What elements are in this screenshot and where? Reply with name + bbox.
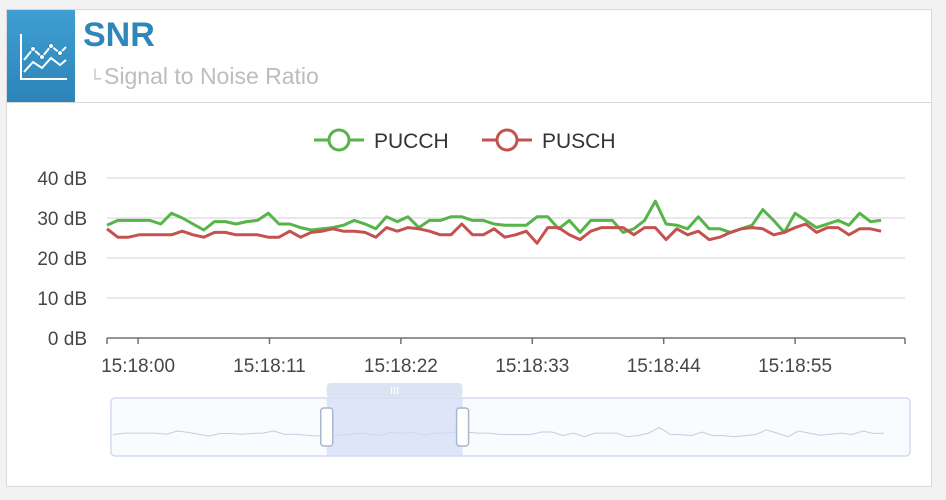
legend-marker-pusch xyxy=(495,128,519,152)
legend-label-pusch[interactable]: PUSCH xyxy=(542,130,616,153)
y-tick-label: 40 dB xyxy=(37,169,87,190)
zoom-track[interactable] xyxy=(110,397,911,457)
card-header: SNR └ Signal to Noise Ratio xyxy=(7,10,931,103)
chart-grid xyxy=(107,177,905,299)
card-subtitle-text: Signal to Noise Ratio xyxy=(104,63,319,89)
y-tick-label: 30 dB xyxy=(37,209,87,230)
card-title: SNR xyxy=(83,16,155,54)
x-tick-label: 15:18:33 xyxy=(495,356,569,377)
zoom-selection[interactable] xyxy=(326,398,463,456)
x-tick-label: 15:18:55 xyxy=(758,356,832,377)
sub-arrow-icon: └ xyxy=(89,69,102,88)
series-line-pucch xyxy=(106,199,882,234)
x-tick-label: 15:18:00 xyxy=(101,356,175,377)
zoom-sparkline xyxy=(112,426,885,438)
zoom-handle[interactable] xyxy=(455,407,470,447)
y-tick-label: 0 dB xyxy=(48,329,87,350)
y-tick-label: 10 dB xyxy=(37,289,87,310)
chart-series xyxy=(106,199,882,245)
zoom-handle[interactable] xyxy=(319,407,334,447)
x-tick-label: 15:18:22 xyxy=(364,356,438,377)
x-tick-label: 15:18:11 xyxy=(233,356,306,377)
legend-label-pucch[interactable]: PUCCH xyxy=(374,130,449,153)
zoom-slider[interactable] xyxy=(110,383,911,457)
y-tick-label: 20 dB xyxy=(37,249,87,270)
line-chart-icon xyxy=(7,10,75,102)
y-axis: 40 dB 30 dB 20 dB 10 dB 0 dB xyxy=(37,169,87,350)
series-line-pusch xyxy=(106,222,882,245)
card-subtitle: └ Signal to Noise Ratio xyxy=(89,63,319,90)
legend-marker-pucch xyxy=(327,128,351,152)
chart-legend: PUCCH PUSCH xyxy=(314,128,616,153)
x-axis: 15:18:00 15:18:11 15:18:22 15:18:33 15:18:44… xyxy=(101,337,906,377)
x-tick-label: 15:18:44 xyxy=(627,356,701,377)
